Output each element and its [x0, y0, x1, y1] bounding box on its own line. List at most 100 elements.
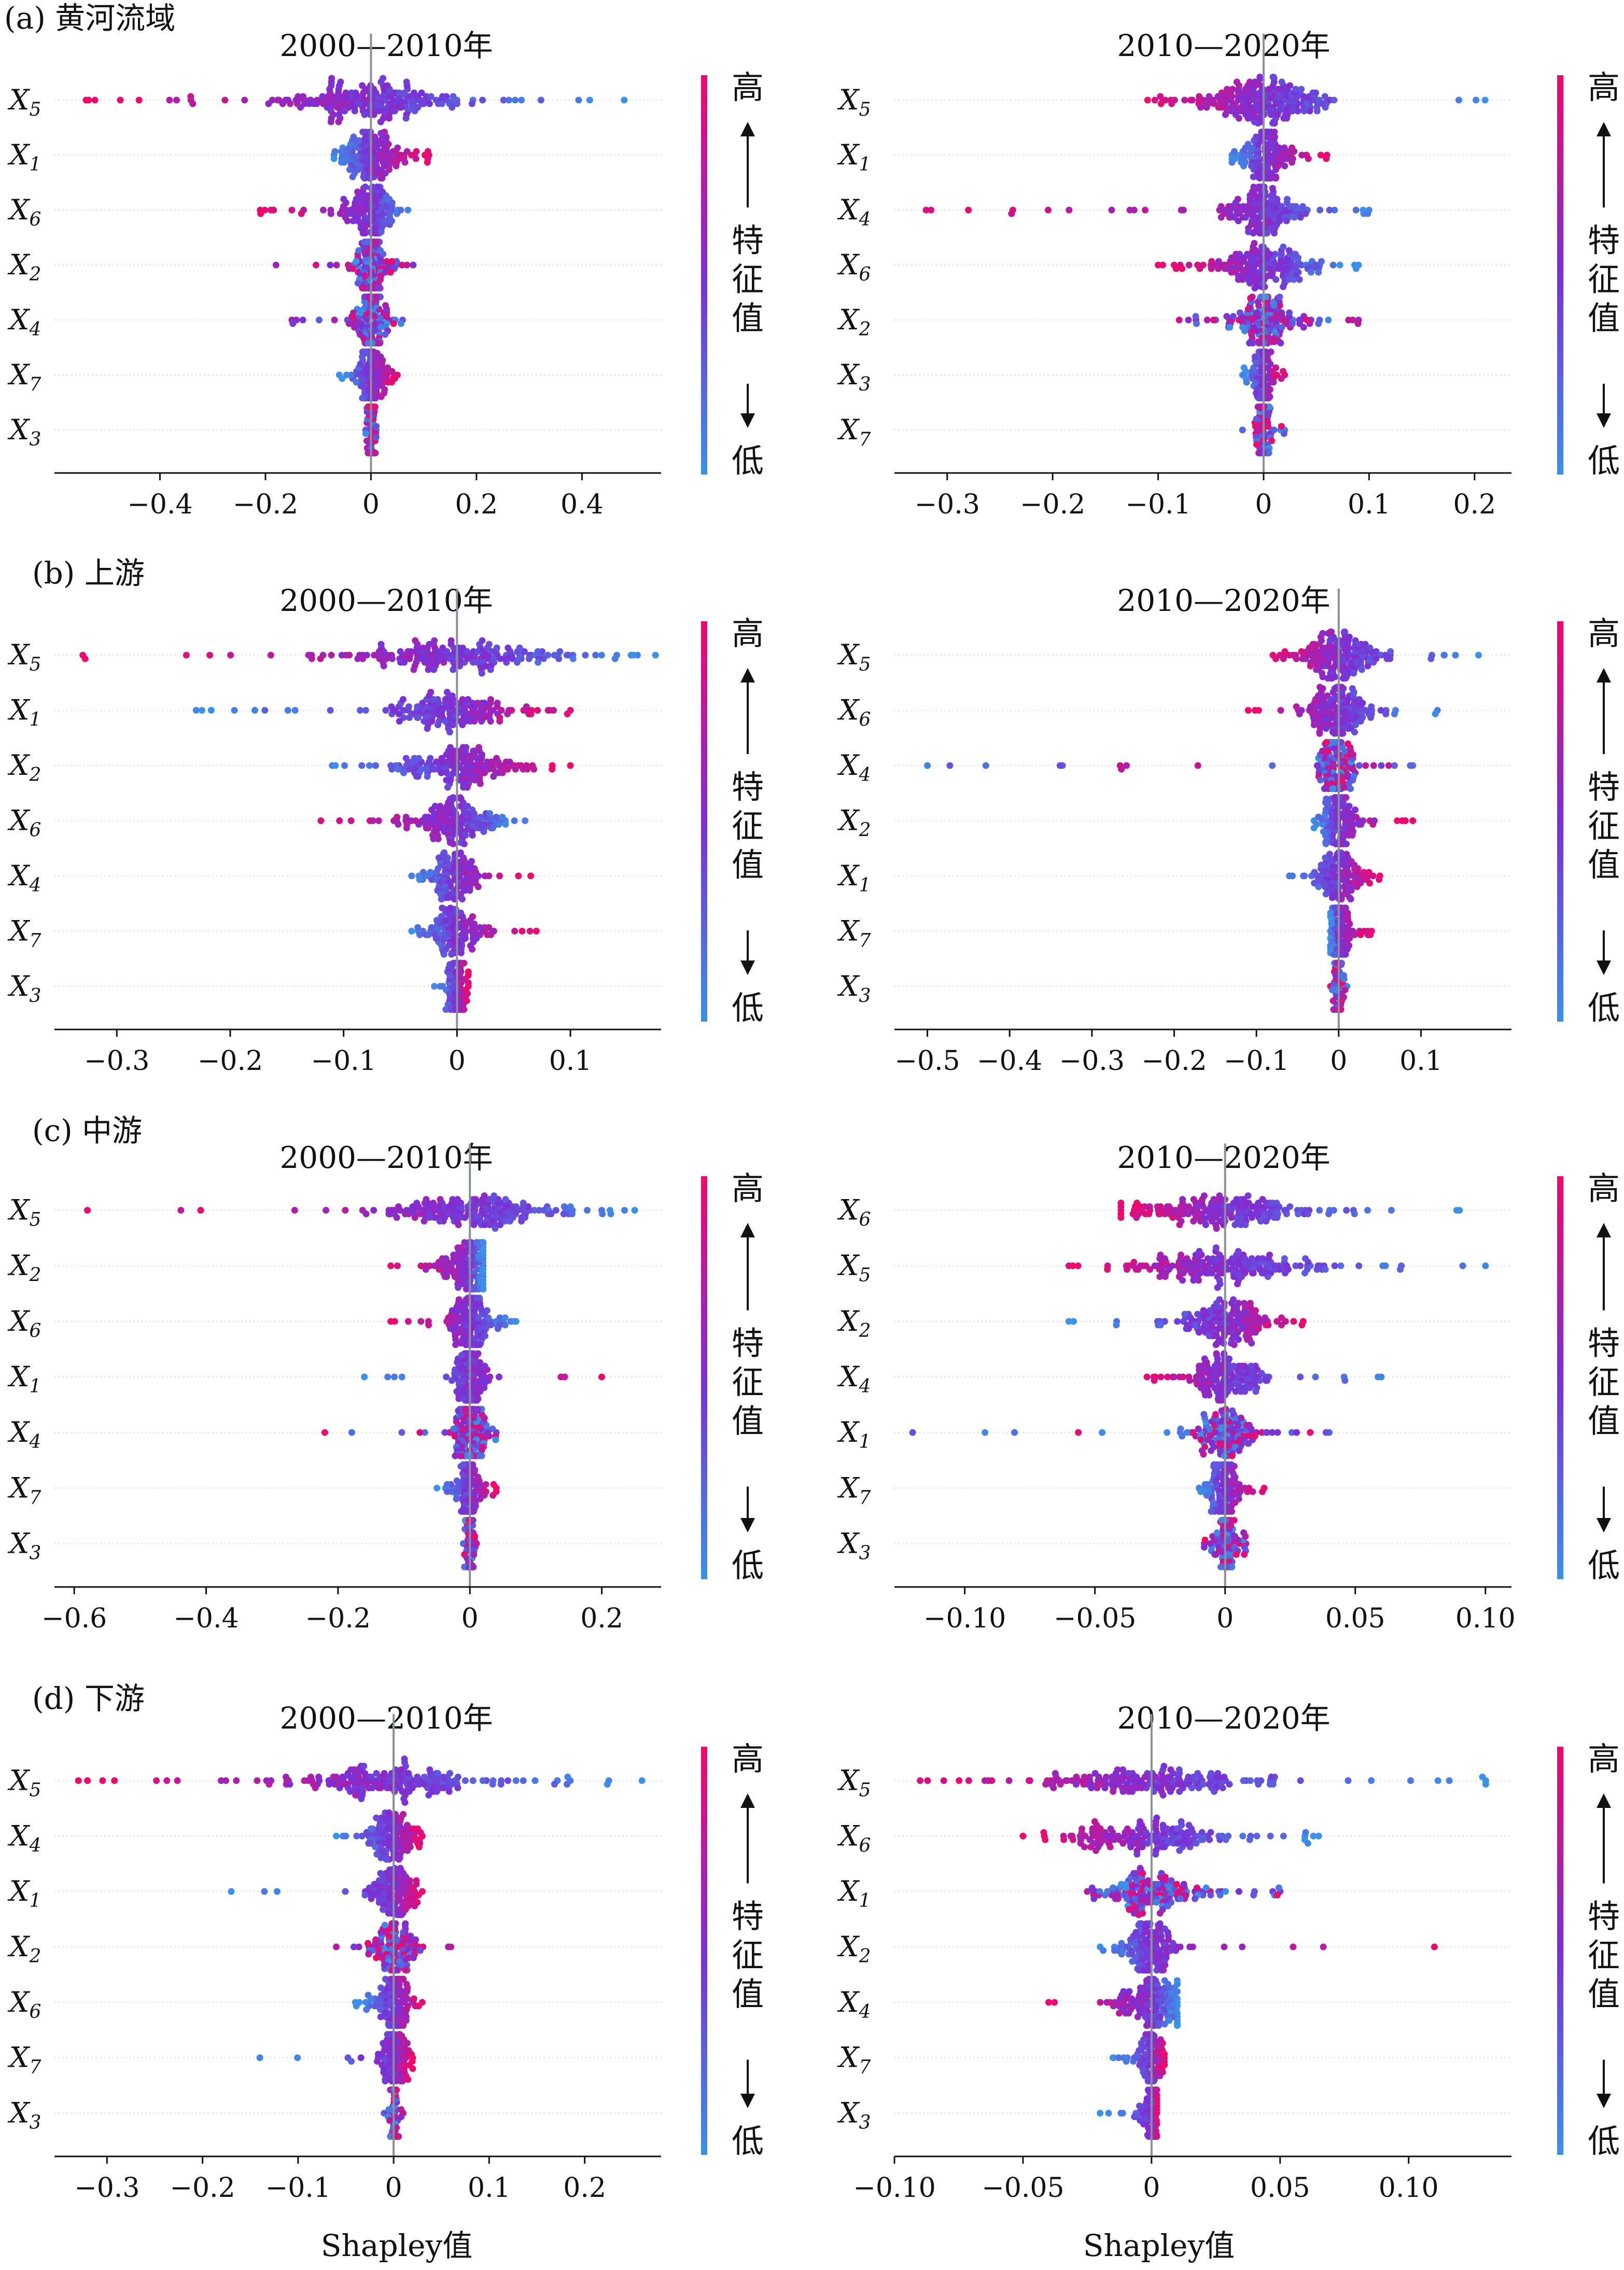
- feature-label-subscript: 6: [859, 709, 871, 731]
- shap-point: [117, 96, 124, 104]
- x-tick-label: 0.2: [455, 489, 498, 520]
- shap-point: [349, 173, 356, 180]
- shap-point: [1269, 74, 1277, 80]
- colorbar: [1557, 621, 1563, 1022]
- shap-point: [1315, 814, 1323, 820]
- shap-point: [388, 655, 396, 662]
- shap-point: [1235, 217, 1242, 225]
- shap-point: [375, 340, 383, 346]
- shap-point: [1357, 718, 1364, 725]
- shap-point: [1228, 107, 1235, 115]
- shap-point: [1364, 662, 1371, 670]
- feature-label-subscript: 2: [29, 1265, 41, 1286]
- shap-point: [424, 725, 431, 732]
- shap-point: [1243, 379, 1250, 386]
- shap-point: [1310, 825, 1318, 831]
- shap-point: [1216, 206, 1223, 214]
- shap-point: [1316, 730, 1323, 737]
- x-axis-label-right: Shapley值: [1083, 2228, 1235, 2263]
- shap-point: [527, 872, 534, 880]
- shap-point: [362, 707, 369, 714]
- shap-point: [422, 659, 429, 666]
- shap-point: [382, 707, 389, 714]
- colorbar-down-arrowhead: [1597, 960, 1611, 975]
- shap-point: [373, 423, 380, 430]
- shap-point: [382, 269, 389, 276]
- shap-point: [359, 230, 367, 236]
- shap-point: [461, 1214, 469, 1221]
- shap-point: [394, 814, 401, 820]
- shap-point: [1241, 327, 1248, 335]
- shap-point: [404, 1318, 412, 1325]
- shap-point: [1144, 96, 1151, 104]
- shap-point: [1350, 670, 1357, 677]
- shap-point: [1353, 814, 1360, 820]
- shap-point: [500, 96, 507, 104]
- shap-point: [341, 762, 348, 769]
- shap-point: [1321, 644, 1328, 651]
- shap-point: [1305, 155, 1312, 162]
- shap-point: [535, 659, 541, 666]
- colorbar-mid-label: 值: [732, 299, 764, 337]
- shap-point: [355, 137, 362, 144]
- shap-point: [1331, 739, 1338, 746]
- shap-point: [1351, 729, 1358, 736]
- shap-point: [501, 1314, 509, 1321]
- shap-point: [1271, 230, 1278, 236]
- shap-point: [366, 450, 373, 456]
- shap-point: [1194, 762, 1201, 769]
- shap-point: [511, 1318, 518, 1325]
- shap-point: [1168, 100, 1175, 107]
- shap-point: [965, 206, 972, 214]
- shap-point: [530, 765, 538, 773]
- shap-point: [1178, 206, 1185, 214]
- shap-point: [1407, 762, 1414, 769]
- shap-point: [512, 96, 519, 104]
- shap-point: [1378, 762, 1385, 769]
- shap-point: [478, 670, 485, 677]
- shap-point: [458, 1452, 465, 1459]
- shap-point: [1264, 272, 1271, 280]
- shap-point: [1317, 151, 1324, 159]
- shap-point: [1222, 111, 1229, 118]
- shap-point: [324, 93, 331, 100]
- shap-point: [475, 872, 482, 880]
- feature-label-subscript: 3: [29, 985, 41, 1007]
- shap-point: [1044, 206, 1052, 214]
- shap-point: [492, 1436, 499, 1443]
- section-label-b: (b) 上游: [32, 555, 145, 591]
- shap-point: [317, 655, 324, 662]
- shap-point: [537, 96, 544, 104]
- colorbar-mid-label: 值: [1588, 846, 1620, 884]
- shap-point: [599, 1210, 606, 1218]
- shap-point: [1251, 353, 1258, 360]
- shap-point: [387, 269, 394, 276]
- shap-point: [501, 1218, 509, 1225]
- shap-point: [241, 96, 248, 104]
- shap-point: [481, 1221, 488, 1229]
- shap-point: [1366, 644, 1374, 651]
- shap-point: [430, 696, 437, 703]
- shap-point: [408, 872, 415, 880]
- shap-point: [1285, 148, 1292, 155]
- shap-point: [1385, 762, 1392, 769]
- colorbar-low-label: 低: [732, 442, 764, 480]
- shap-point: [1352, 265, 1360, 272]
- shap-point: [1223, 313, 1230, 320]
- shap-point: [519, 927, 526, 935]
- shap-point: [1244, 203, 1252, 210]
- shap-point: [536, 1207, 543, 1214]
- feature-label-subscript: 7: [29, 1487, 41, 1508]
- shap-point: [377, 228, 385, 235]
- shap-point: [348, 1429, 355, 1436]
- shap-point: [1440, 651, 1448, 659]
- shap-point: [527, 711, 535, 718]
- shap-point: [1175, 316, 1183, 324]
- shap-point: [450, 1425, 457, 1432]
- shap-point: [1355, 762, 1363, 769]
- shap-point: [1225, 203, 1233, 210]
- shap-point: [1373, 648, 1380, 655]
- shap-point: [444, 784, 451, 791]
